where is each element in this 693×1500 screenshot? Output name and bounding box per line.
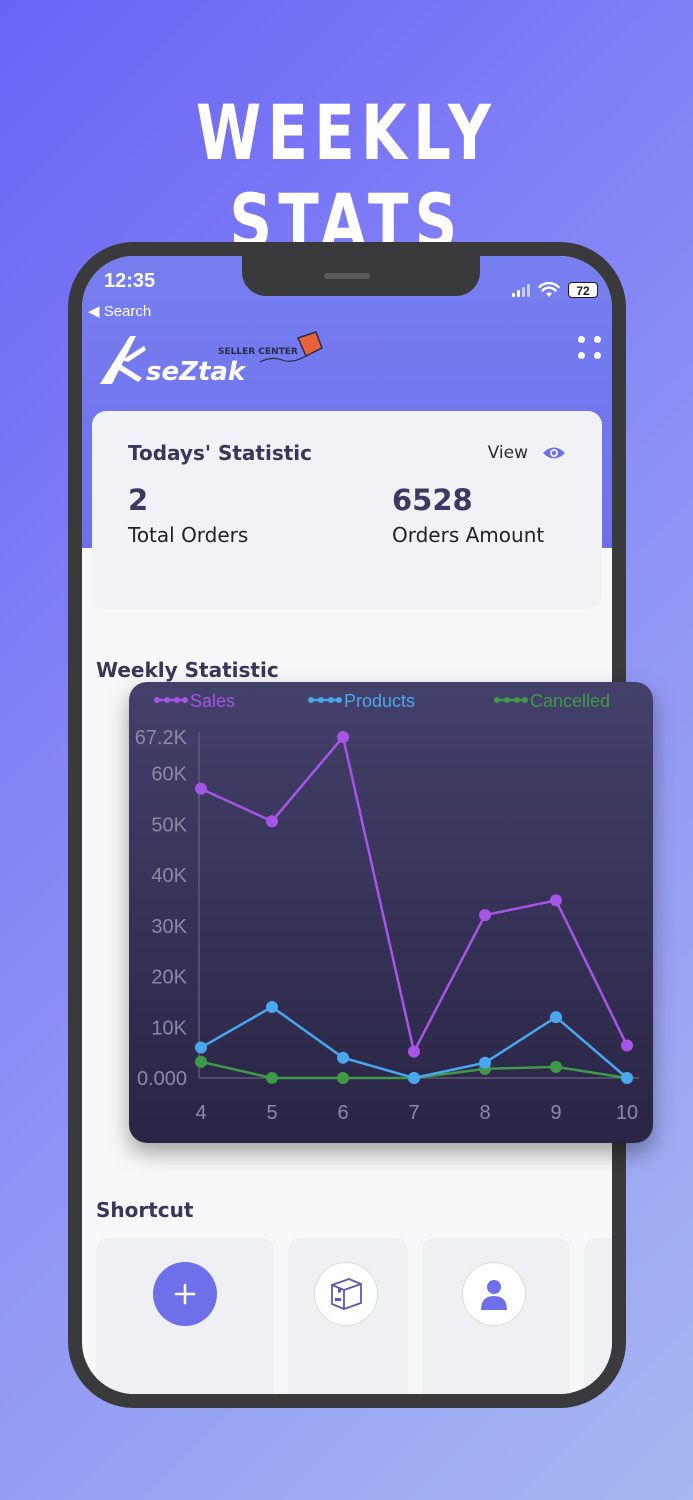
legend-label: Cancelled (530, 691, 610, 711)
shortcut-profile[interactable] (422, 1238, 570, 1394)
legend-marker (336, 697, 342, 703)
legend-marker (318, 697, 324, 703)
weekly-chart-card: 0.000 10K 20K 30K 40K 50K 60K 67.2K 4 5 6 7 8 9 10 Sale… (129, 682, 653, 1143)
status-icons: 72 (512, 282, 598, 298)
legend-marker (494, 697, 500, 703)
data-point (337, 731, 349, 743)
legend-marker (154, 697, 160, 703)
y-tick-label: 10K (151, 1017, 187, 1039)
series-line (200, 734, 629, 1056)
data-point (266, 815, 278, 828)
legend-marker (164, 697, 170, 703)
data-point (408, 1045, 420, 1058)
y-tick-label: 0.000 (137, 1068, 187, 1090)
data-point (195, 782, 207, 795)
data-point (408, 1072, 420, 1084)
x-tick-label: 8 (479, 1102, 490, 1124)
x-tick-label: 9 (550, 1102, 561, 1124)
data-point (621, 1039, 633, 1052)
y-tick-label: 67.2K (135, 727, 188, 749)
x-tick-label: 10 (616, 1102, 638, 1124)
weekly-statistic-title: Weekly Statistic (96, 658, 279, 682)
x-tick-label: 5 (266, 1102, 277, 1124)
total-orders-label: Total Orders (128, 523, 249, 547)
data-point (550, 894, 562, 907)
y-tick-label: 40K (151, 865, 187, 887)
data-point (266, 1000, 278, 1013)
y-tick-label: 50K (151, 814, 187, 836)
data-point (479, 1056, 491, 1069)
orders-amount-label: Orders Amount (392, 523, 545, 547)
x-tick-label: 6 (337, 1102, 348, 1124)
legend-label: Products (344, 691, 415, 711)
logo-wordmark: seZtak (146, 357, 247, 387)
data-point (550, 1011, 562, 1024)
user-icon (462, 1262, 526, 1326)
orders-amount-value: 6528 (392, 483, 473, 517)
brand-logo: seZtak SELLER CENTER (100, 331, 323, 387)
menu-grid-icon[interactable] (578, 336, 602, 362)
todays-statistic-card: Todays' Statistic View 2 Total Orders 65… (92, 411, 602, 609)
data-point (266, 1072, 278, 1084)
notch-speaker (324, 273, 370, 279)
data-point (621, 1072, 633, 1084)
data-point (479, 909, 491, 922)
add-icon (153, 1262, 217, 1326)
legend-marker (328, 697, 334, 703)
legend-marker (182, 697, 188, 703)
box-icon (314, 1262, 378, 1326)
data-point (195, 1055, 207, 1068)
legend-marker (514, 697, 520, 703)
shortcut-title: Shortcut (96, 1198, 194, 1222)
logo-subtitle: SELLER CENTER (218, 347, 298, 357)
legend-marker (174, 697, 180, 703)
y-tick-label: 20K (151, 967, 187, 989)
shortcut-add[interactable] (96, 1238, 274, 1394)
shortcut-more[interactable] (584, 1238, 612, 1394)
x-tick-label: 7 (408, 1102, 419, 1124)
page-headline: WEEKLY STATS (195, 88, 498, 266)
view-label: View (487, 443, 528, 463)
signal-icon (512, 283, 530, 297)
total-orders-value: 2 (128, 483, 149, 517)
data-point (195, 1041, 207, 1054)
data-point (337, 1051, 349, 1064)
status-time: 12:35 (104, 270, 156, 292)
weekly-line-chart: 0.000 10K 20K 30K 40K 50K 60K 67.2K 4 5 6 7 8 9 10 Sale… (135, 691, 639, 1124)
shortcut-products[interactable] (288, 1238, 408, 1394)
legend-label: Sales (190, 691, 235, 711)
legend-marker (308, 697, 314, 703)
battery-icon: 72 (568, 282, 598, 298)
eye-icon (543, 447, 565, 459)
todays-statistic-title: Todays' Statistic (128, 441, 313, 465)
y-tick-label: 30K (151, 916, 187, 938)
view-button[interactable]: View (488, 443, 566, 463)
legend-marker (522, 697, 528, 703)
x-tick-label: 4 (195, 1102, 206, 1124)
y-tick-label: 60K (151, 764, 187, 786)
legend-marker (504, 697, 510, 703)
data-point (550, 1060, 562, 1073)
back-to-search-link[interactable]: ◀ Search (88, 303, 152, 320)
data-point (337, 1072, 349, 1084)
wifi-icon (538, 282, 560, 297)
